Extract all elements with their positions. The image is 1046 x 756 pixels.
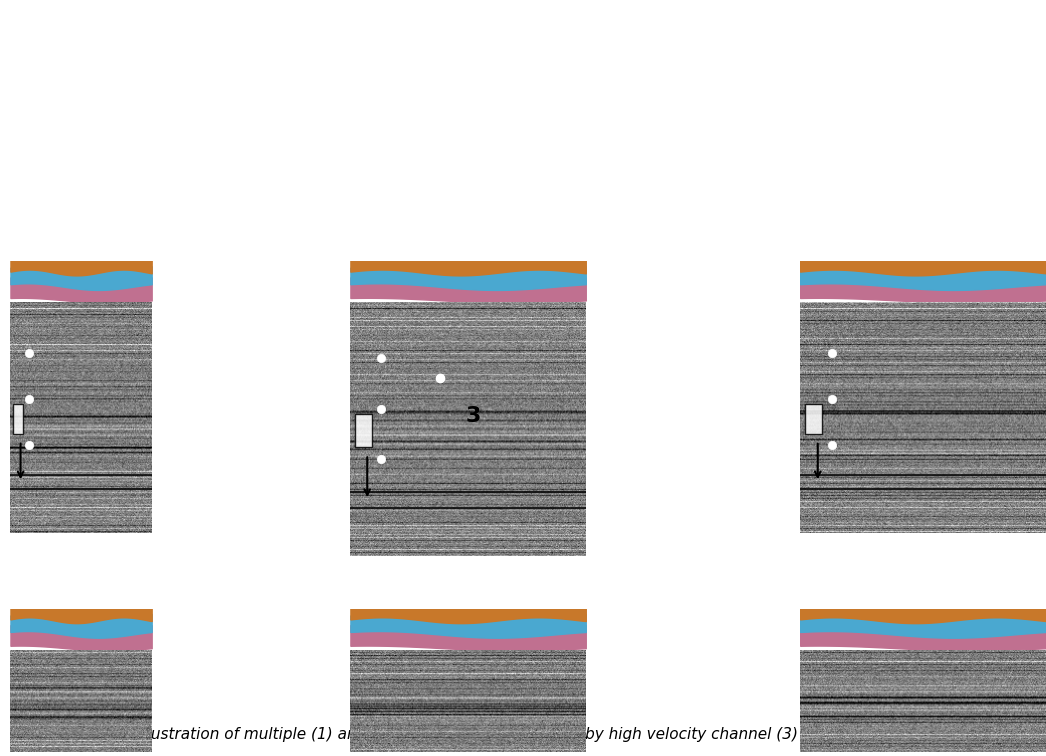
- Bar: [356, 414, 371, 447]
- Bar: [805, 404, 822, 434]
- Bar: [14, 404, 23, 434]
- Text: 1: 1: [420, 483, 437, 507]
- Text: •   Figure 8. Illustration of multiple (1) and pull-up anomaly (2) caused by hig: • Figure 8. Illustration of multiple (1)…: [42, 727, 798, 742]
- Text: 2: 2: [420, 430, 437, 454]
- Text: 3: 3: [465, 407, 480, 426]
